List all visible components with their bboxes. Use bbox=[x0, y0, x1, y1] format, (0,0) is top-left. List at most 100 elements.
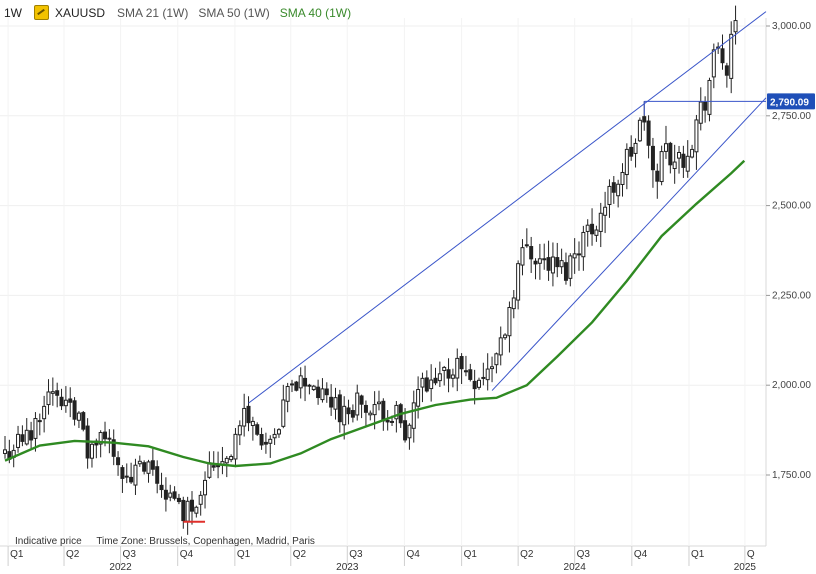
candle-body bbox=[133, 464, 138, 486]
candle-body bbox=[50, 391, 55, 394]
candle bbox=[146, 459, 151, 483]
candle-body bbox=[37, 420, 42, 423]
candle bbox=[376, 390, 381, 411]
candle-body bbox=[594, 229, 599, 236]
candle-body bbox=[155, 466, 160, 484]
x-quarter-label: Q2 bbox=[520, 549, 534, 560]
candle-body bbox=[159, 484, 164, 491]
candle bbox=[355, 384, 360, 421]
symbol-label[interactable]: XAUUSD bbox=[55, 5, 106, 20]
candle bbox=[124, 463, 129, 484]
candle-body bbox=[498, 337, 503, 356]
candle bbox=[3, 435, 7, 459]
candle-body bbox=[359, 395, 364, 405]
candle bbox=[307, 383, 312, 395]
candle bbox=[629, 135, 634, 161]
candle-body bbox=[189, 499, 194, 512]
candle bbox=[359, 394, 364, 419]
candle-body bbox=[733, 20, 738, 33]
candle bbox=[107, 429, 112, 454]
candle bbox=[294, 380, 299, 392]
candle-body bbox=[363, 404, 368, 413]
sma50-legend[interactable]: SMA 50 (1W) bbox=[198, 5, 270, 20]
candle bbox=[281, 384, 286, 429]
candle bbox=[603, 191, 608, 234]
candle-body bbox=[142, 462, 147, 472]
candle bbox=[555, 242, 560, 278]
candle-body bbox=[568, 255, 573, 279]
candle-body bbox=[385, 419, 390, 423]
candle bbox=[568, 253, 573, 287]
x-quarter-label: Q4 bbox=[180, 549, 194, 560]
candle-body bbox=[468, 369, 473, 380]
candle-body bbox=[463, 370, 468, 373]
candle-body bbox=[150, 460, 155, 470]
candle bbox=[424, 370, 429, 393]
candle-body bbox=[224, 457, 229, 464]
candle-body bbox=[120, 467, 125, 479]
candle bbox=[550, 242, 555, 287]
candle-body bbox=[672, 161, 677, 170]
candle-body bbox=[368, 412, 373, 416]
candle-body bbox=[629, 146, 634, 157]
candle-body bbox=[724, 65, 729, 76]
candle-body bbox=[46, 391, 51, 406]
candle bbox=[694, 114, 699, 170]
candle bbox=[655, 163, 660, 199]
candle-body bbox=[320, 388, 325, 401]
candle bbox=[411, 390, 416, 443]
candle-body bbox=[381, 400, 386, 422]
candle-body bbox=[503, 334, 508, 339]
candle-body bbox=[642, 116, 647, 123]
candle-body bbox=[729, 33, 734, 79]
candle bbox=[407, 423, 412, 450]
candle-body bbox=[577, 253, 582, 256]
candle-body bbox=[98, 432, 103, 445]
x-quarter-label: Q1 bbox=[237, 549, 251, 560]
candle bbox=[381, 398, 386, 431]
candle-body bbox=[263, 441, 268, 445]
candle bbox=[89, 441, 94, 468]
candle bbox=[172, 486, 177, 501]
candle bbox=[446, 358, 451, 393]
candle bbox=[137, 455, 142, 467]
candle-body bbox=[446, 369, 451, 379]
candle-body bbox=[711, 49, 716, 78]
last-price-label: 2,790.09 bbox=[770, 97, 809, 108]
candle bbox=[677, 145, 682, 174]
candle bbox=[633, 138, 638, 168]
candle-body bbox=[172, 491, 177, 499]
candle bbox=[663, 125, 668, 159]
candle bbox=[198, 491, 203, 516]
candle-body bbox=[703, 101, 708, 111]
candle-body bbox=[42, 405, 47, 420]
candle-body bbox=[511, 297, 516, 310]
candle bbox=[24, 418, 29, 446]
candle bbox=[498, 326, 503, 366]
candle-body bbox=[194, 506, 199, 514]
candle bbox=[607, 179, 612, 218]
candle-body bbox=[620, 171, 625, 185]
candle bbox=[224, 456, 229, 478]
candle bbox=[268, 435, 273, 458]
candle bbox=[59, 388, 64, 411]
candle-body bbox=[690, 148, 695, 158]
candle-body bbox=[333, 397, 338, 410]
candle-body bbox=[685, 155, 690, 172]
candle bbox=[76, 411, 81, 429]
x-quarter-label: Q2 bbox=[293, 549, 307, 560]
candle bbox=[455, 348, 460, 392]
sma21-legend[interactable]: SMA 21 (1W) bbox=[117, 5, 189, 20]
sma40-legend[interactable]: SMA 40 (1W) bbox=[279, 5, 352, 20]
candle-body bbox=[211, 465, 216, 468]
candle bbox=[311, 384, 316, 391]
candle bbox=[350, 404, 355, 423]
timeframe-label[interactable]: 1W bbox=[4, 5, 22, 20]
candle bbox=[20, 425, 25, 447]
x-quarter-label: Q1 bbox=[10, 549, 24, 560]
candle bbox=[672, 144, 677, 184]
candle-body bbox=[207, 462, 212, 478]
candle bbox=[290, 379, 295, 393]
candle-body bbox=[272, 433, 277, 439]
